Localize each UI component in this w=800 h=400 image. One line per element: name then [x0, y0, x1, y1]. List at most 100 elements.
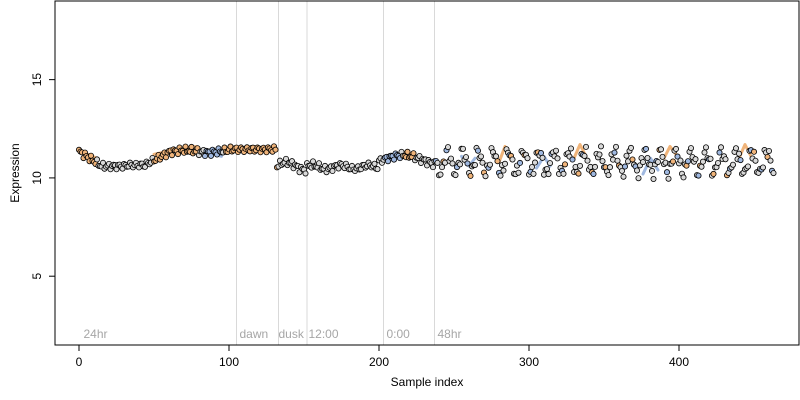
point-358 [613, 143, 620, 150]
point-349 [599, 158, 606, 165]
point-278 [492, 153, 499, 160]
point-364 [622, 163, 629, 170]
x-axis-title: Sample index [391, 375, 464, 389]
point-131 [272, 146, 279, 153]
point-372 [634, 167, 641, 174]
point-389 [659, 153, 666, 160]
point-463 [770, 170, 777, 177]
point-156 [309, 158, 316, 165]
point-12 [94, 156, 101, 163]
point-461 [767, 157, 774, 164]
point-363 [620, 173, 627, 180]
point-283 [500, 167, 507, 174]
point-71 [182, 143, 189, 150]
point-348 [598, 143, 605, 150]
annotation-0: 24hr [84, 327, 108, 341]
x-tick-label-3: 300 [519, 355, 539, 369]
y-tick-label-1: 10 [30, 171, 44, 185]
point-314 [547, 160, 554, 167]
point-353 [605, 172, 612, 179]
point-338 [583, 143, 590, 150]
point-197 [371, 160, 378, 167]
point-294 [517, 159, 524, 166]
point-304 [532, 159, 539, 166]
point-258 [462, 154, 469, 161]
point-239 [434, 159, 441, 166]
point-373 [635, 175, 642, 182]
point-411 [692, 156, 699, 163]
point-428 [718, 144, 725, 151]
point-206 [384, 158, 391, 165]
point-264 [471, 162, 478, 169]
y-axis: 5 10 15 [30, 73, 56, 280]
point-324 [562, 161, 569, 168]
point-254 [456, 161, 463, 168]
point-333 [575, 170, 582, 177]
point-382 [649, 167, 656, 174]
annotation-1: dawn [240, 327, 269, 341]
annotation-4: 0:00 [387, 327, 411, 341]
point-58 [162, 154, 169, 161]
point-344 [592, 163, 599, 170]
x-tick-label-0: 0 [76, 355, 83, 369]
point-408 [688, 145, 695, 152]
y-axis-title: Expression [8, 143, 22, 202]
point-236 [429, 164, 436, 171]
point-242 [438, 164, 445, 171]
point-246 [444, 144, 451, 151]
point-279 [494, 158, 501, 165]
point-339 [584, 157, 591, 164]
point-251 [452, 172, 459, 179]
point-399 [674, 153, 681, 160]
point-396 [670, 158, 677, 165]
point-451 [752, 157, 759, 164]
point-151 [302, 170, 309, 177]
point-365 [623, 152, 630, 159]
point-427 [716, 149, 723, 156]
annotation-3: 12:00 [309, 327, 339, 341]
point-75 [188, 143, 195, 150]
point-302 [529, 164, 536, 171]
point-269 [479, 159, 486, 166]
point-369 [629, 156, 636, 163]
point-460 [766, 147, 773, 154]
point-334 [577, 162, 584, 169]
y-tick-label-0: 5 [30, 273, 44, 280]
point-284 [501, 160, 508, 167]
point-417 [701, 149, 708, 156]
point-441 [737, 157, 744, 164]
point-406 [685, 158, 692, 165]
point-386 [655, 158, 662, 165]
point-376 [640, 159, 647, 166]
point-343 [590, 170, 597, 177]
point-318 [553, 147, 560, 154]
point-281 [497, 172, 504, 179]
point-138 [282, 155, 289, 162]
point-436 [730, 161, 737, 168]
data-points [76, 143, 777, 183]
point-223 [410, 150, 417, 157]
point-362 [619, 167, 626, 174]
point-357 [611, 149, 618, 156]
point-241 [437, 171, 444, 178]
point-309 [539, 154, 546, 161]
point-256 [459, 145, 466, 152]
point-62 [168, 152, 175, 159]
point-199 [374, 166, 381, 173]
point-378 [643, 145, 650, 152]
point-160 [315, 160, 322, 167]
vertical-lines [236, 1, 435, 345]
point-313 [545, 171, 552, 178]
point-16 [100, 159, 107, 166]
annotations: 24hr dawn dusk 12:00 0:00 48hr [84, 327, 462, 341]
point-328 [568, 145, 575, 152]
point-423 [710, 170, 717, 177]
point-319 [554, 155, 561, 162]
annotation-2: dusk [279, 327, 305, 341]
point-368 [628, 144, 635, 151]
point-293 [515, 169, 522, 176]
point-274 [486, 161, 493, 168]
point-426 [715, 159, 722, 166]
point-421 [707, 155, 714, 162]
